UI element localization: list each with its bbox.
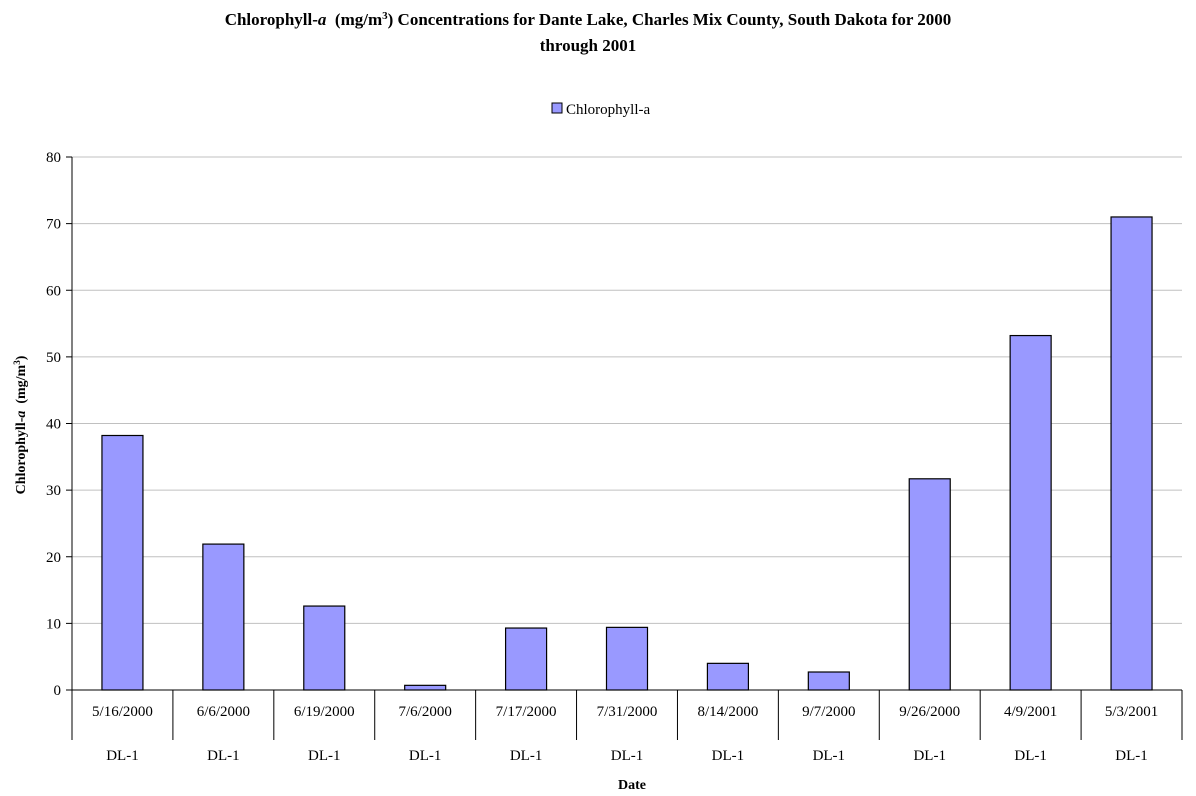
bar [605, 626, 649, 691]
y-tick-labels: 0 10 20 30 40 50 60 70 80 [46, 150, 72, 699]
bar [807, 671, 850, 691]
x-category-site: DL-1 [712, 748, 745, 764]
x-category-site: DL-1 [409, 748, 442, 764]
bar [908, 478, 951, 691]
x-category-date: 5/3/2001 [1105, 704, 1158, 720]
y-axis-label: Chlorophyll-a (mg/m3) [12, 355, 29, 494]
x-category-date: 9/7/2000 [802, 704, 855, 720]
gridlines [72, 156, 1182, 624]
x-axis-label: Date [618, 778, 646, 793]
y-tick-label: 20 [46, 550, 61, 566]
chart-title-line2: through 2001 [540, 36, 637, 55]
x-category-site: DL-1 [1014, 748, 1047, 764]
y-tick-label: 0 [54, 683, 62, 699]
x-category-date: 7/17/2000 [496, 704, 557, 720]
bar [202, 543, 245, 691]
x-category-site: DL-1 [106, 748, 139, 764]
x-category-date: 6/6/2000 [197, 704, 250, 720]
x-category-date: 7/31/2000 [597, 704, 658, 720]
x-category-site: DL-1 [611, 748, 644, 764]
bar [303, 605, 346, 691]
y-tick-label: 50 [46, 350, 61, 366]
x-category-site: DL-1 [510, 748, 543, 764]
chart-title: Chlorophyll-a (mg/m3) Concentrations for… [225, 10, 952, 29]
bar [101, 434, 144, 691]
legend-swatch [551, 102, 563, 114]
bar [404, 684, 447, 691]
x-category-table: 5/16/2000 DL-1 6/6/2000 DL-1 6/19/2000 DL-1 7/… [71, 690, 1183, 764]
y-tick-label: 10 [46, 616, 61, 632]
y-tick-label: 30 [46, 483, 61, 499]
legend-label: Chlorophyll-a [566, 102, 650, 118]
x-category-date: 8/14/2000 [697, 704, 758, 720]
y-tick-label: 80 [46, 150, 61, 166]
x-category-site: DL-1 [813, 748, 846, 764]
y-tick-label: 60 [46, 283, 61, 299]
x-category-site: DL-1 [207, 748, 240, 764]
bar [504, 627, 548, 691]
y-tick-label: 40 [46, 417, 61, 433]
x-category-site: DL-1 [1115, 748, 1148, 764]
x-category-site: DL-1 [308, 748, 341, 764]
bar [1009, 334, 1052, 691]
x-category-date: 9/26/2000 [899, 704, 960, 720]
bar [706, 662, 750, 691]
x-category-date: 6/19/2000 [294, 704, 355, 720]
y-tick-label: 70 [46, 217, 61, 233]
x-category-date: 7/6/2000 [399, 704, 452, 720]
x-category-date: 4/9/2001 [1004, 704, 1057, 720]
legend: Chlorophyll-a [551, 102, 650, 118]
axes [71, 157, 1182, 691]
bar [1110, 216, 1153, 691]
x-category-site: DL-1 [913, 748, 946, 764]
bars [101, 216, 1153, 691]
x-category-date: 5/16/2000 [92, 704, 153, 720]
